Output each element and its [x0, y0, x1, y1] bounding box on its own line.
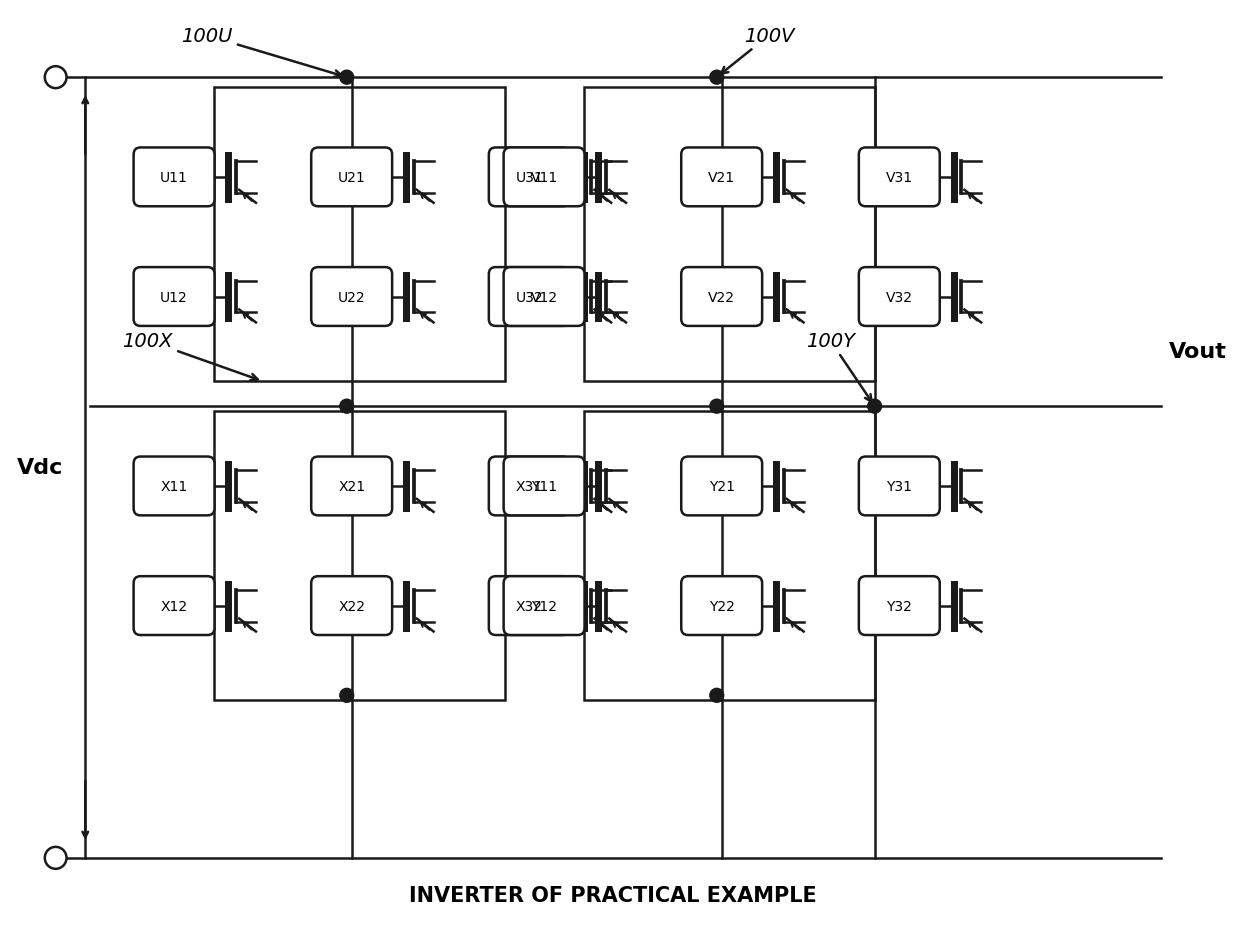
Text: V31: V31: [885, 170, 913, 184]
FancyBboxPatch shape: [503, 268, 584, 327]
Bar: [213, 412, 505, 700]
Text: X21: X21: [339, 479, 366, 493]
FancyBboxPatch shape: [489, 577, 569, 636]
FancyBboxPatch shape: [134, 268, 215, 327]
Circle shape: [709, 71, 724, 85]
FancyBboxPatch shape: [681, 268, 763, 327]
FancyBboxPatch shape: [681, 577, 763, 636]
Text: U31: U31: [516, 170, 543, 184]
FancyBboxPatch shape: [859, 268, 940, 327]
FancyBboxPatch shape: [503, 457, 584, 516]
Circle shape: [340, 689, 353, 703]
Text: U32: U32: [516, 290, 543, 304]
Text: INVERTER OF PRACTICAL EXAMPLE: INVERTER OF PRACTICAL EXAMPLE: [409, 885, 817, 905]
FancyBboxPatch shape: [681, 457, 763, 516]
Text: V32: V32: [885, 290, 913, 304]
Text: 100Y: 100Y: [806, 331, 872, 402]
Text: U12: U12: [160, 290, 188, 304]
Bar: [584, 88, 874, 382]
FancyBboxPatch shape: [311, 268, 392, 327]
FancyBboxPatch shape: [859, 577, 940, 636]
FancyBboxPatch shape: [859, 457, 940, 516]
FancyBboxPatch shape: [489, 457, 569, 516]
Text: V22: V22: [708, 290, 735, 304]
Text: X32: X32: [516, 599, 543, 613]
Text: Vout: Vout: [1168, 342, 1226, 362]
FancyBboxPatch shape: [489, 268, 569, 327]
Text: Y31: Y31: [887, 479, 913, 493]
Circle shape: [340, 71, 353, 85]
FancyBboxPatch shape: [134, 457, 215, 516]
Circle shape: [868, 400, 882, 414]
FancyBboxPatch shape: [489, 148, 569, 207]
Bar: [584, 412, 874, 700]
FancyBboxPatch shape: [311, 577, 392, 636]
Text: 100U: 100U: [181, 27, 341, 78]
FancyBboxPatch shape: [134, 148, 215, 207]
Text: 100V: 100V: [722, 27, 795, 75]
Text: Y12: Y12: [531, 599, 557, 613]
FancyBboxPatch shape: [859, 148, 940, 207]
Bar: [213, 88, 505, 382]
FancyBboxPatch shape: [311, 148, 392, 207]
FancyBboxPatch shape: [681, 148, 763, 207]
Text: Y32: Y32: [887, 599, 913, 613]
FancyBboxPatch shape: [503, 148, 584, 207]
Text: V12: V12: [531, 290, 558, 304]
Circle shape: [709, 689, 724, 703]
Text: V21: V21: [708, 170, 735, 184]
FancyBboxPatch shape: [311, 457, 392, 516]
Text: U11: U11: [160, 170, 188, 184]
Text: Y22: Y22: [709, 599, 734, 613]
Circle shape: [340, 400, 353, 414]
Text: Y11: Y11: [531, 479, 557, 493]
Text: 100X: 100X: [123, 331, 258, 381]
Circle shape: [709, 400, 724, 414]
Text: U22: U22: [337, 290, 366, 304]
Text: X22: X22: [339, 599, 365, 613]
FancyBboxPatch shape: [134, 577, 215, 636]
FancyBboxPatch shape: [503, 577, 584, 636]
Text: V11: V11: [531, 170, 558, 184]
Text: U21: U21: [337, 170, 366, 184]
Text: X11: X11: [160, 479, 187, 493]
Text: X12: X12: [160, 599, 187, 613]
Text: Vdc: Vdc: [17, 458, 63, 478]
Text: Y21: Y21: [709, 479, 734, 493]
Text: X31: X31: [516, 479, 543, 493]
